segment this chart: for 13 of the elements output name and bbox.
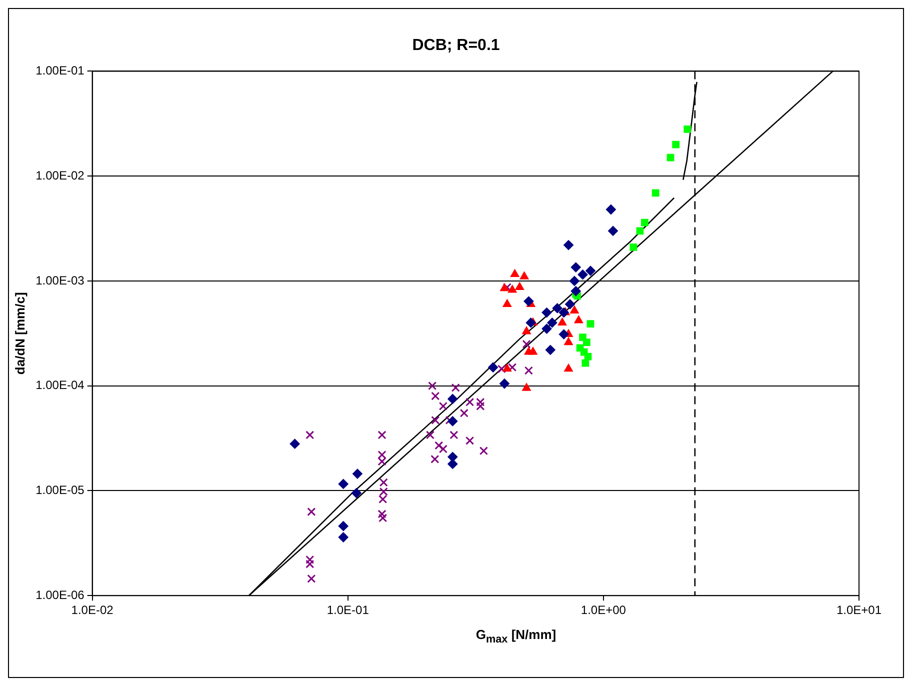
chart-title: DCB; R=0.1 (411, 37, 501, 55)
y-tick-label: 1.00E-06 (36, 588, 85, 602)
x-tick-label: 1.0E-01 (326, 603, 370, 618)
y-tick-label: 1.00E-02 (36, 168, 85, 182)
y-axis-title: da/dN [mm/c] (12, 292, 28, 375)
x-axis-title: G$_{max}$ [N/mm] (474, 627, 558, 646)
y-tick-label: 1.00E-01 (36, 64, 85, 78)
x-tick-label: 1.0E-02 (71, 603, 114, 618)
y-tick-label: 1.00E-05 (36, 483, 85, 498)
y-tick-label: 1.00E-04 (36, 378, 85, 392)
x-tick-label: 1.0E+00 (580, 603, 626, 618)
x-tick-label: 1.0E+01 (836, 603, 882, 618)
y-tick-label: 1.00E-03 (36, 273, 85, 288)
